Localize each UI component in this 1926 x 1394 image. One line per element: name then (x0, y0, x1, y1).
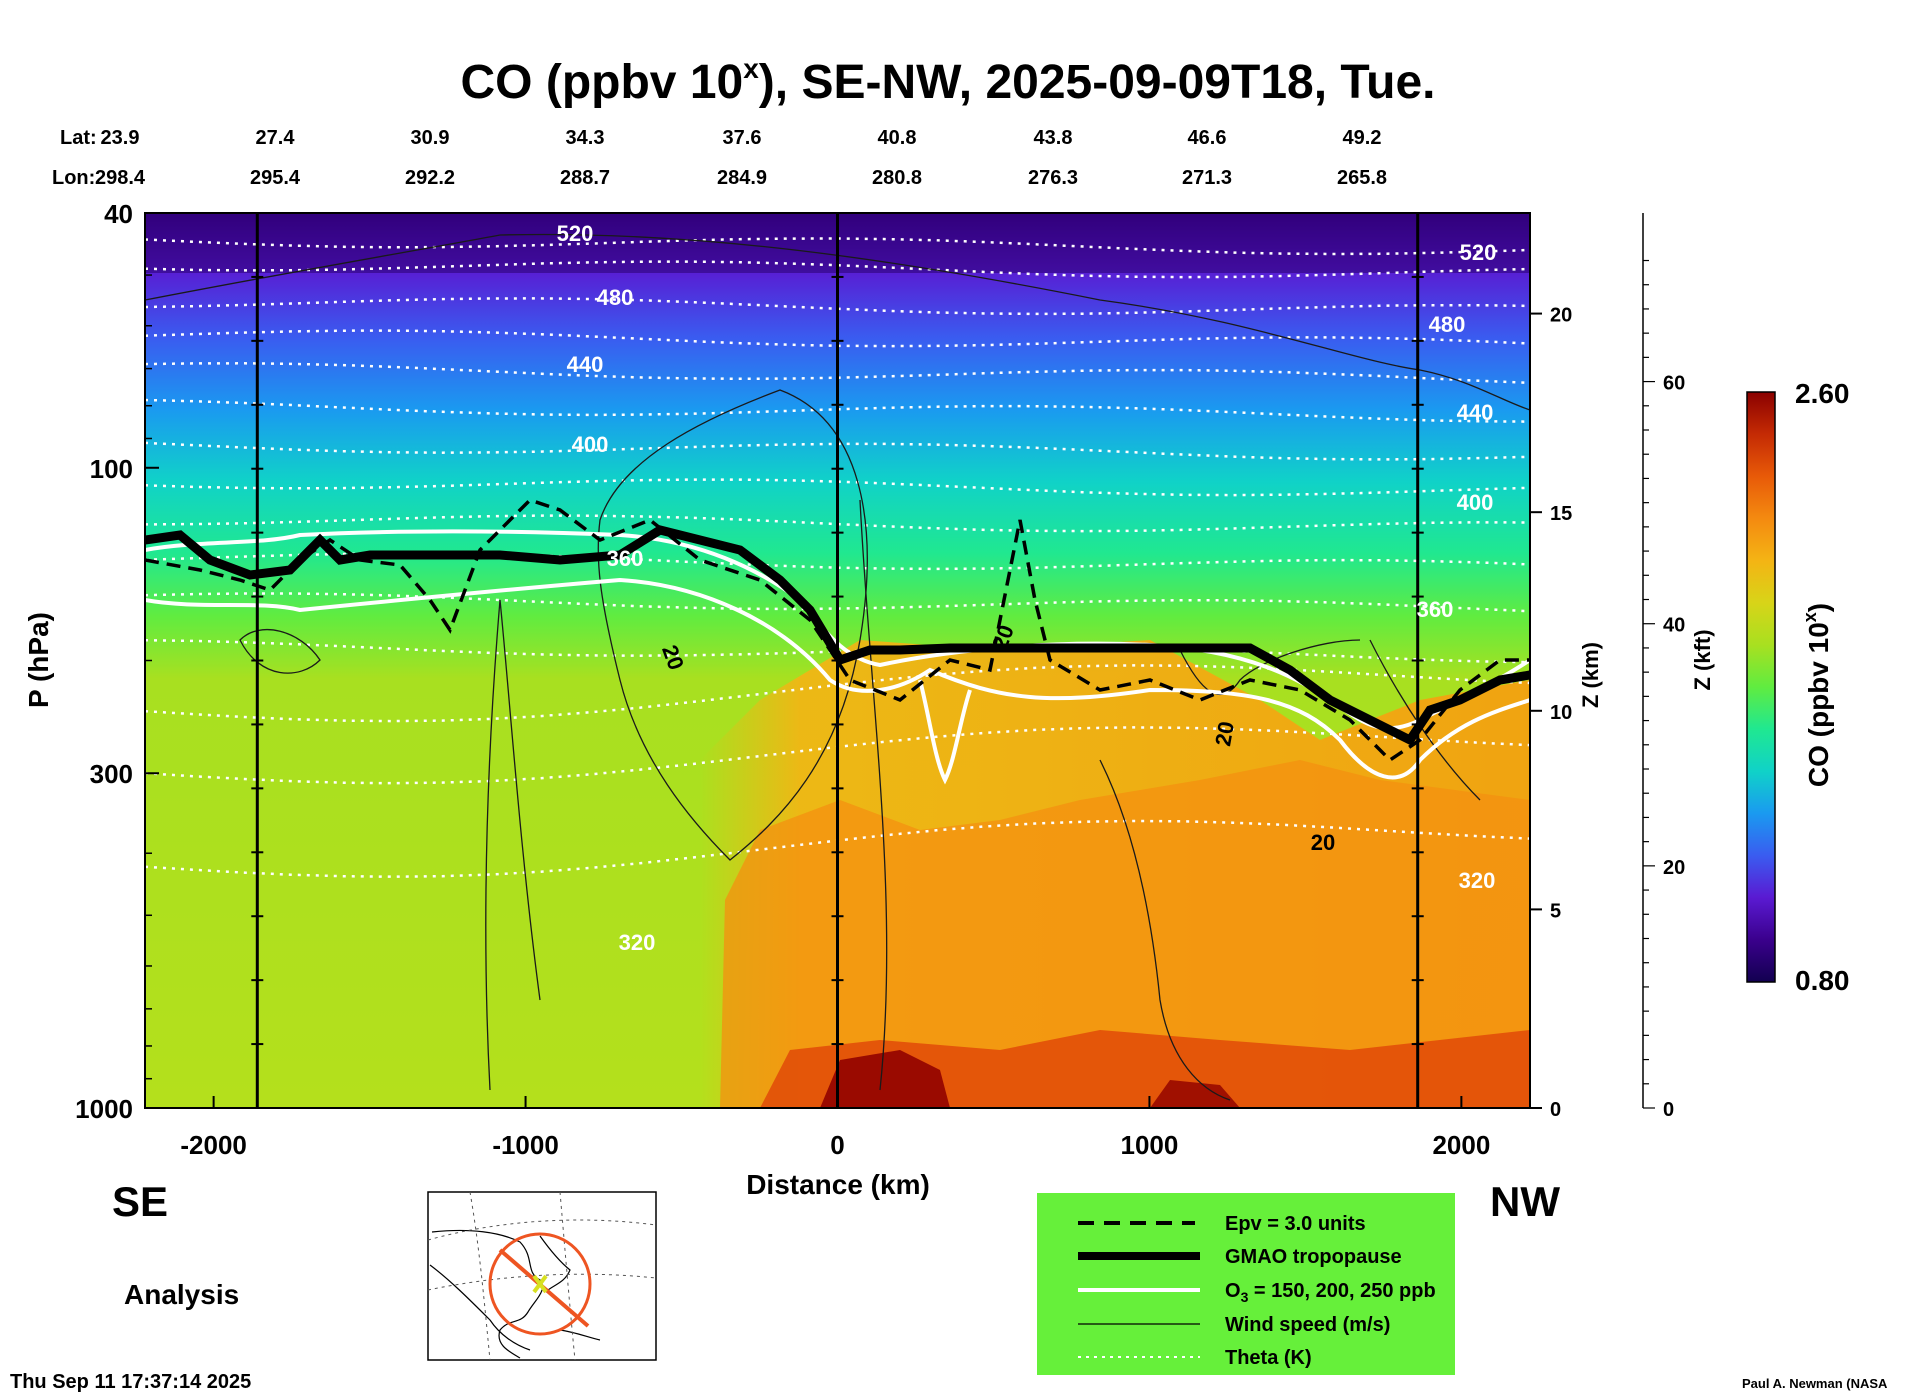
timestamp: Thu Sep 11 17:37:14 2025 (10, 1371, 251, 1393)
nw-label: NW (1490, 1178, 1560, 1225)
z-kft-tick-label: 20 (1663, 857, 1685, 879)
theta-line (145, 237, 1530, 256)
lat-value: 37.6 (723, 127, 762, 149)
x-tick-label: -2000 (180, 1130, 247, 1160)
z-kft-tick-label: 40 (1663, 615, 1685, 637)
legend-tropopause: GMAO tropopause (1225, 1246, 1402, 1268)
legend-theta: Theta (K) (1225, 1347, 1312, 1369)
lon-value: 280.8 (872, 167, 922, 189)
chart-title: CO (ppbv 10x), SE-NW, 2025-09-09T18, Tue… (461, 53, 1436, 109)
locator-map (427, 1191, 657, 1361)
se-label: SE (112, 1178, 168, 1225)
reference-vertical-lines (251, 213, 1424, 1108)
lat-lon-labels: 23.9 298.4 27.4 295.4 30.9 292.2 34.3 288.7 37.6… (95, 127, 1387, 189)
z-km-axis-label: Z (km) (1578, 642, 1603, 708)
y-tick-label: 1000 (75, 1094, 133, 1124)
colorbar (1746, 391, 1776, 983)
z-km-tick-label: 10 (1550, 702, 1572, 724)
lon-value: 288.7 (560, 167, 610, 189)
legend-ozone: O3 = 150, 200, 250 ppb (1225, 1280, 1436, 1305)
x-tick-label: 2000 (1432, 1130, 1490, 1160)
lat-value: 23.9 (101, 127, 140, 149)
x-tick-label: -1000 (492, 1130, 559, 1160)
y-tick-label: 100 (90, 454, 133, 484)
theta-line (145, 441, 1530, 461)
contour-labels: 520 480 440 400 360 320 520 480 440 400 360 320 20 20… (557, 221, 1497, 955)
lon-value: 284.9 (717, 167, 767, 189)
z-kft-tick-label: 60 (1663, 373, 1685, 395)
z-km-tick-label: 20 (1550, 305, 1572, 327)
lon-value: 276.3 (1028, 167, 1078, 189)
lat-value: 30.9 (411, 127, 450, 149)
z-km-tick-label: 15 (1550, 503, 1572, 525)
theta-label: 480 (597, 285, 634, 310)
legend: Epv = 3.0 units GMAO tropopause O3 = 150… (1037, 1193, 1455, 1375)
theta-line (145, 478, 1530, 497)
theta-line (145, 638, 1530, 664)
lon-value: 295.4 (250, 167, 301, 189)
z-km-tick-label: 0 (1550, 1099, 1561, 1121)
theta-line (145, 552, 1530, 571)
legend-wind: Wind speed (m/s) (1225, 1314, 1390, 1336)
lat-value: 43.8 (1034, 127, 1073, 149)
lon-label: Lon: (52, 167, 95, 189)
lat-value: 46.6 (1188, 127, 1227, 149)
lon-value: 265.8 (1337, 167, 1387, 189)
analysis-label: Analysis (124, 1279, 239, 1310)
z-km-tick-label: 5 (1550, 900, 1561, 922)
x-tick-label: 0 (830, 1130, 844, 1160)
y-axis-label: P (hPa) (23, 612, 54, 708)
theta-label: 480 (1429, 312, 1466, 337)
colorbar-min-label: 0.80 (1795, 965, 1850, 996)
colorbar-label: CO (ppbv 10x) (1800, 603, 1834, 787)
lat-label: Lat: (60, 127, 97, 149)
theta-line (145, 329, 1530, 348)
theta-label: 400 (1457, 490, 1494, 515)
theta-label: 440 (1457, 400, 1494, 425)
lon-value: 271.3 (1182, 167, 1232, 189)
theta-line (145, 514, 1530, 533)
legend-epv: Epv = 3.0 units (1225, 1213, 1366, 1235)
lat-value: 40.8 (878, 127, 917, 149)
theta-line (145, 592, 1530, 613)
theta-line (145, 398, 1530, 423)
axes: -2000 -1000 0 1000 2000 40 100 300 1000 0 5 10 15 20 0… (75, 199, 1685, 1160)
theta-label: 320 (619, 930, 656, 955)
y-tick-label: 40 (104, 199, 133, 229)
credit: Paul A. Newman (NASA (1742, 1376, 1888, 1391)
x-axis-label: Distance (km) (746, 1169, 930, 1200)
theta-label: 360 (607, 546, 644, 571)
lat-value: 34.3 (566, 127, 605, 149)
theta-line (145, 362, 1530, 385)
theta-label: 440 (567, 352, 604, 377)
theta-label: 520 (557, 221, 594, 246)
z-kft-axis-label: Z (kft) (1690, 629, 1715, 690)
wind-label: 20 (1210, 719, 1239, 747)
x-tick-label: 1000 (1121, 1130, 1179, 1160)
lat-value: 27.4 (256, 127, 296, 149)
z-kft-tick-label: 0 (1663, 1099, 1674, 1121)
gmao-tropopause (145, 525, 1530, 746)
theta-label: 520 (1460, 240, 1497, 265)
y-tick-label: 300 (90, 759, 133, 789)
theta-label: 400 (572, 432, 609, 457)
lon-value: 298.4 (95, 167, 146, 189)
theta-label: 320 (1459, 868, 1496, 893)
colorbar-max-label: 2.60 (1795, 378, 1850, 409)
lat-value: 49.2 (1343, 127, 1382, 149)
theta-line (145, 260, 1530, 279)
wind-label: 20 (1311, 830, 1335, 855)
lon-value: 292.2 (405, 167, 455, 189)
colorbar-scale (1746, 391, 1776, 983)
theta-label: 360 (1417, 597, 1454, 622)
wind-speed-contours (145, 233, 1530, 1101)
theta-line (145, 297, 1530, 316)
